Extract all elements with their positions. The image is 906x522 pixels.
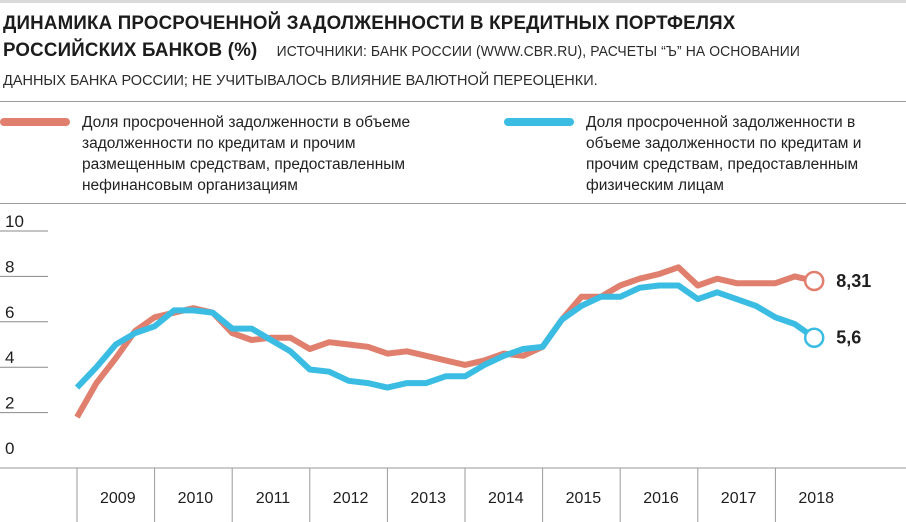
legend-label-nonfinancial: Доля просроченной задолженности в объеме… <box>82 114 411 194</box>
x-tick-label-2009: 2009 <box>100 490 136 507</box>
series-line-individuals <box>74 282 816 391</box>
series-end-marker-individuals <box>803 327 825 348</box>
x-tick-label-2012: 2012 <box>333 490 369 507</box>
series-end-label-nonfinancial: 8,31 <box>836 271 871 291</box>
legend-item-individuals: Доля просроченной задолженности в объеме… <box>504 112 904 196</box>
y-tick-label-2: 2 <box>5 394 14 413</box>
x-tick-label-2017: 2017 <box>721 490 757 507</box>
line-chart: 0 2 4 6 8 10 2009 2010 2011 2012 2013 2014 2015 2016 2… <box>0 212 906 522</box>
series-layer <box>74 264 825 419</box>
legend-label-individuals: Доля просроченной задолженности в объеме… <box>586 114 862 194</box>
y-tick-label-8: 8 <box>5 257 14 276</box>
x-tick-label-2010: 2010 <box>178 490 214 507</box>
source-note-part2: ДАННЫХ БАНКА РОССИИ; НЕ УЧИТЫВАЛОСЬ ВЛИЯ… <box>3 73 598 89</box>
y-tick-label-4: 4 <box>5 348 14 367</box>
series-end-label-individuals: 5,6 <box>836 328 861 348</box>
y-tick-label-10: 10 <box>5 212 24 231</box>
x-tick-label-2011: 2011 <box>256 490 291 507</box>
legend-top-divider <box>0 101 906 102</box>
series-end-marker-nonfinancial <box>803 270 825 292</box>
y-tick-label-6: 6 <box>5 303 14 322</box>
source-note-part1: ИСТОЧНИКИ: БАНК РОССИИ (WWW.CBR.RU), РАС… <box>276 44 800 60</box>
legend-swatch-individuals <box>504 118 574 126</box>
x-tick-label-2013: 2013 <box>410 490 446 507</box>
legend-swatch-nonfinancial <box>0 118 70 126</box>
grid-layer <box>0 230 48 414</box>
series-line-nonfinancial <box>74 264 815 419</box>
legend-item-nonfinancial: Доля просроченной задолженности в объеме… <box>0 112 470 196</box>
chart-title-block: ДИНАМИКА ПРОСРОЧЕННОЙ ЗАДОЛЖЕННОСТИ В КР… <box>3 10 867 66</box>
x-tick-label-2014: 2014 <box>488 490 524 507</box>
chart-title: ДИНАМИКА ПРОСРОЧЕННОЙ ЗАДОЛЖЕННОСТИ В КР… <box>3 12 736 61</box>
axis-layer: 0 2 4 6 8 10 2009 2010 2011 2012 2013 2014 2015 2016 2… <box>0 212 906 522</box>
x-tick-label-2015: 2015 <box>566 490 602 507</box>
y-tick-label-0: 0 <box>5 439 14 458</box>
x-tick-label-2018: 2018 <box>798 490 834 507</box>
top-rule <box>0 0 906 3</box>
label-layer: 8,31 5,6 <box>836 271 871 348</box>
chart-top-divider <box>0 203 906 204</box>
x-tick-label-2016: 2016 <box>643 490 679 507</box>
